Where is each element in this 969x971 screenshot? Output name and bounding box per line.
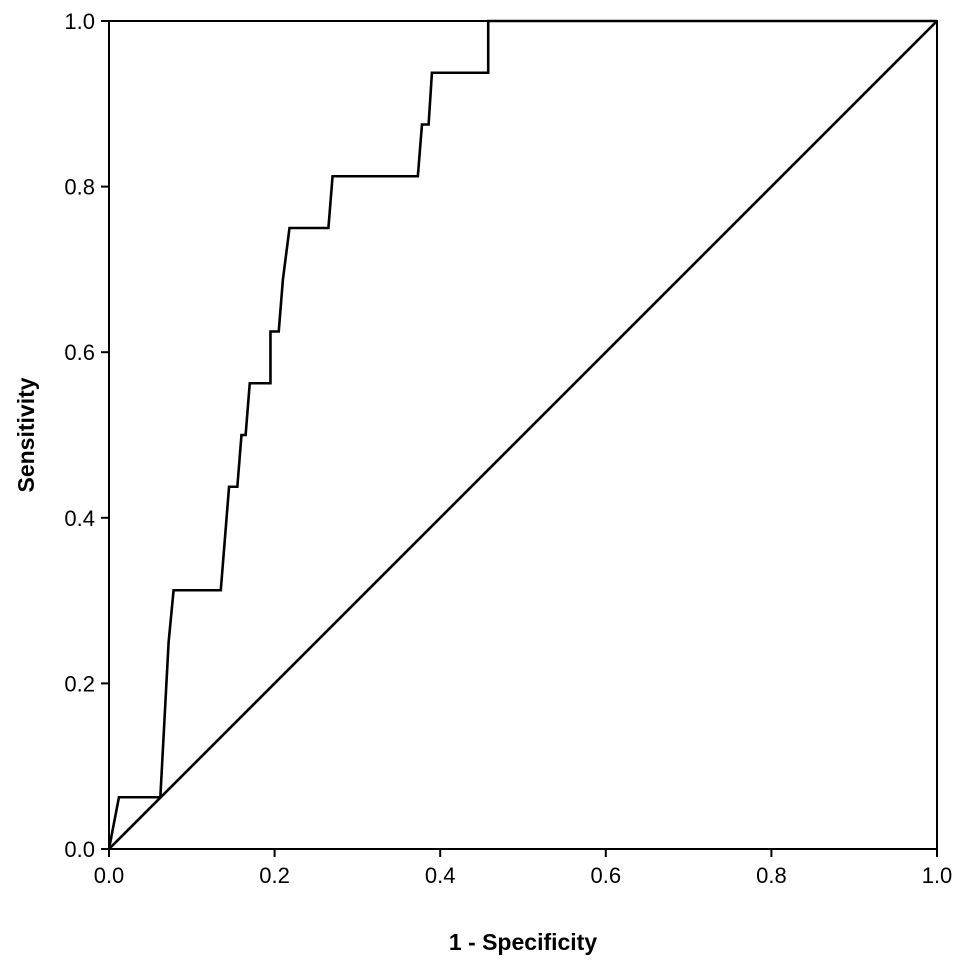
y-tick-label: 0.4 xyxy=(64,506,95,531)
x-tick-label: 0.2 xyxy=(259,863,290,888)
roc-curve-line xyxy=(107,19,937,850)
x-axis-title: 1 - Specificity xyxy=(449,929,597,955)
x-tick-label: 0.8 xyxy=(756,863,787,888)
x-tick-label: 0.4 xyxy=(425,863,456,888)
y-tick-label: 0.8 xyxy=(64,175,95,200)
x-tick-label: 0.6 xyxy=(591,863,622,888)
reference-diagonal-line xyxy=(108,20,938,850)
x-tick-label: 0.0 xyxy=(94,863,125,888)
y-tick-label: 0.6 xyxy=(64,340,95,365)
y-tick-label: 0.0 xyxy=(64,837,95,862)
tick-layer: 0.0 0.2 0.4 0.6 0.8 1.0 0.0 0.2 0.4 0.6 0.8 1.0 xyxy=(64,9,952,888)
plot-frame xyxy=(108,20,938,850)
x-tick-label: 1.0 xyxy=(922,863,953,888)
y-tick-label: 1.0 xyxy=(64,9,95,34)
y-tick-label: 0.2 xyxy=(64,671,95,696)
y-axis-title: Sensitivity xyxy=(13,377,39,492)
series-layer xyxy=(107,19,938,850)
